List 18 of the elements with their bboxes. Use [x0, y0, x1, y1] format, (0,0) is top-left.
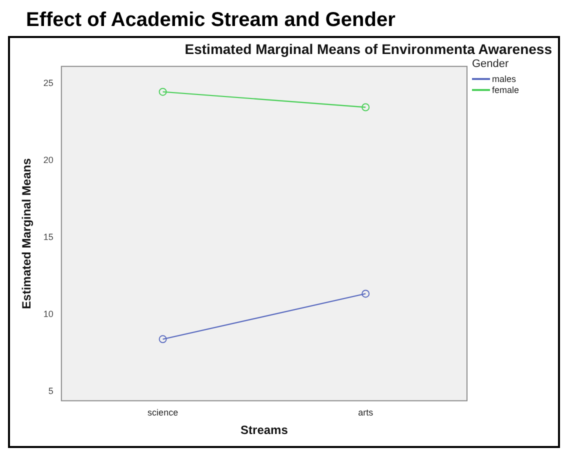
chart-title: Effect of Academic Stream and Gender — [26, 8, 396, 32]
legend-label: female — [492, 84, 520, 94]
y-tick-label: 20 — [43, 154, 54, 165]
chart-subtitle: Estimated Marginal Means of Environmenta Awareness — [184, 40, 553, 58]
point — [362, 290, 370, 298]
x-axis-title: Streams — [240, 423, 288, 438]
y-tick-label: 5 — [48, 386, 54, 396]
y-tick-label: 10 — [43, 308, 54, 319]
point — [158, 335, 167, 344]
point — [362, 103, 370, 112]
point — [158, 88, 167, 96]
x-tick-label: science — [148, 408, 178, 418]
y-axis-title: Estimated Marginal Means — [20, 158, 34, 309]
legend-label: males — [492, 74, 516, 84]
x-tick-label: arts — [358, 408, 374, 418]
y-tick-label: 15 — [43, 232, 54, 242]
legend-title: Gender — [472, 58, 510, 70]
y-tick-label: 25 — [43, 78, 54, 88]
